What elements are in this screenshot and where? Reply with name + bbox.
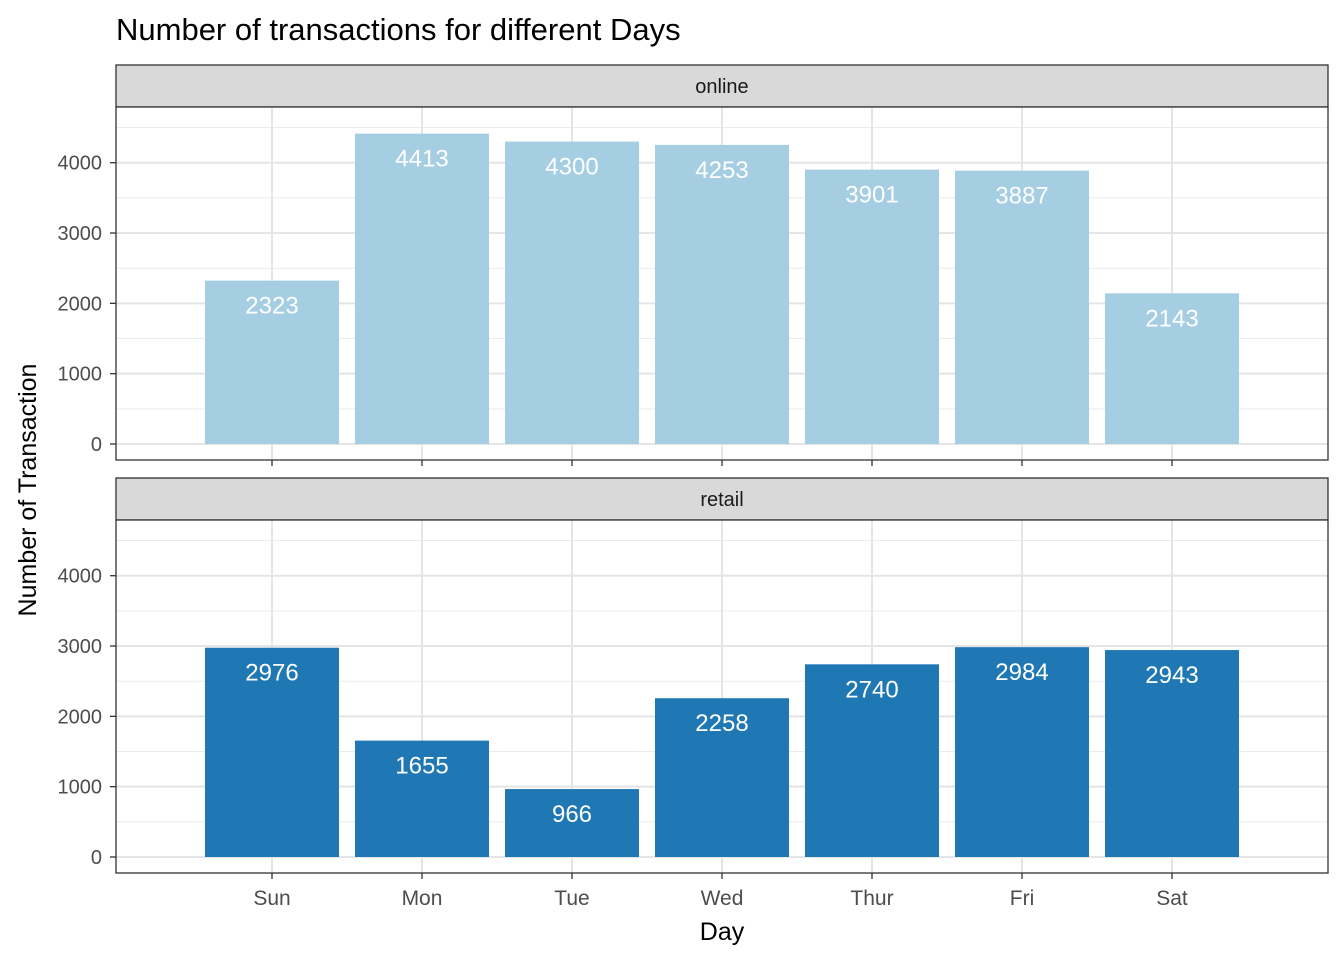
chart-title: Number of transactions for different Day…	[116, 12, 681, 47]
bar-value-label: 4413	[395, 146, 448, 173]
bar-value-label: 4300	[545, 154, 598, 181]
bar-online-fri	[955, 170, 1089, 444]
facet-panel-retail: retail 2976 1655 966 2258 2740 2984 2943 0 1000 20…	[58, 477, 1329, 910]
bar-online-mon	[355, 133, 489, 445]
bar-retail-mon	[355, 740, 489, 857]
bar-value-label: 2740	[845, 676, 898, 703]
x-tick-label: Fri	[1010, 887, 1035, 910]
bar-online-wed	[655, 144, 789, 444]
bar-value-label: 2984	[995, 659, 1048, 686]
bar-value-label: 2323	[245, 293, 298, 320]
x-tick-label: Sun	[253, 887, 290, 910]
bar-value-label: 1655	[395, 753, 448, 780]
bar-retail-thur	[805, 664, 939, 857]
bar-retail-fri	[955, 647, 1089, 857]
bar-online-sun	[205, 280, 339, 444]
bar-online-sat	[1105, 293, 1239, 444]
facet-strip	[115, 477, 1329, 521]
facet-panels: online 2323 4413 4300 4253 3901 3887 2143 0 1000 2…	[58, 64, 1329, 910]
bar-retail-sat	[1105, 650, 1239, 857]
y-tick-label: 1000	[58, 777, 103, 799]
x-tick-label: Mon	[402, 887, 443, 910]
bar-retail-wed	[655, 698, 789, 857]
y-tick-label: 3000	[58, 223, 103, 245]
facet-strip	[115, 64, 1329, 108]
y-tick-label: 2000	[58, 293, 103, 315]
bar-value-label: 2976	[245, 660, 298, 687]
x-tick-label: Thur	[850, 887, 893, 910]
y-tick-label: 3000	[58, 636, 103, 658]
bar-retail-sun	[205, 647, 339, 857]
facet-panel-online: online 2323 4413 4300 4253 3901 3887 2143 0 1000 2…	[58, 64, 1329, 466]
y-tick-label: 2000	[58, 706, 103, 728]
bar-online-tue	[505, 141, 639, 444]
bar-value-label: 2258	[695, 710, 748, 737]
bar-online-thur	[805, 169, 939, 444]
x-axis-label: Day	[700, 918, 745, 946]
bar-retail-tue	[505, 789, 639, 857]
x-tick-label: Wed	[701, 887, 744, 910]
bar-value-label: 3901	[845, 182, 898, 209]
y-tick-label: 0	[91, 847, 102, 869]
bar-value-label: 2943	[1145, 662, 1198, 689]
bar-value-label: 966	[552, 801, 592, 828]
facet-strip-label: online	[695, 76, 748, 98]
bar-value-label: 4253	[695, 157, 748, 184]
x-tick-label: Tue	[554, 887, 589, 910]
y-axis-label: Number of Transaction	[14, 364, 42, 617]
y-tick-label: 4000	[58, 566, 103, 588]
facet-strip-label: retail	[700, 489, 743, 511]
y-tick-label: 0	[91, 434, 102, 456]
x-tick-label: Sat	[1156, 887, 1188, 910]
y-tick-label: 1000	[58, 364, 103, 386]
bar-value-label: 2143	[1145, 305, 1198, 332]
bar-value-label: 3887	[995, 183, 1048, 210]
y-tick-label: 4000	[58, 153, 103, 175]
